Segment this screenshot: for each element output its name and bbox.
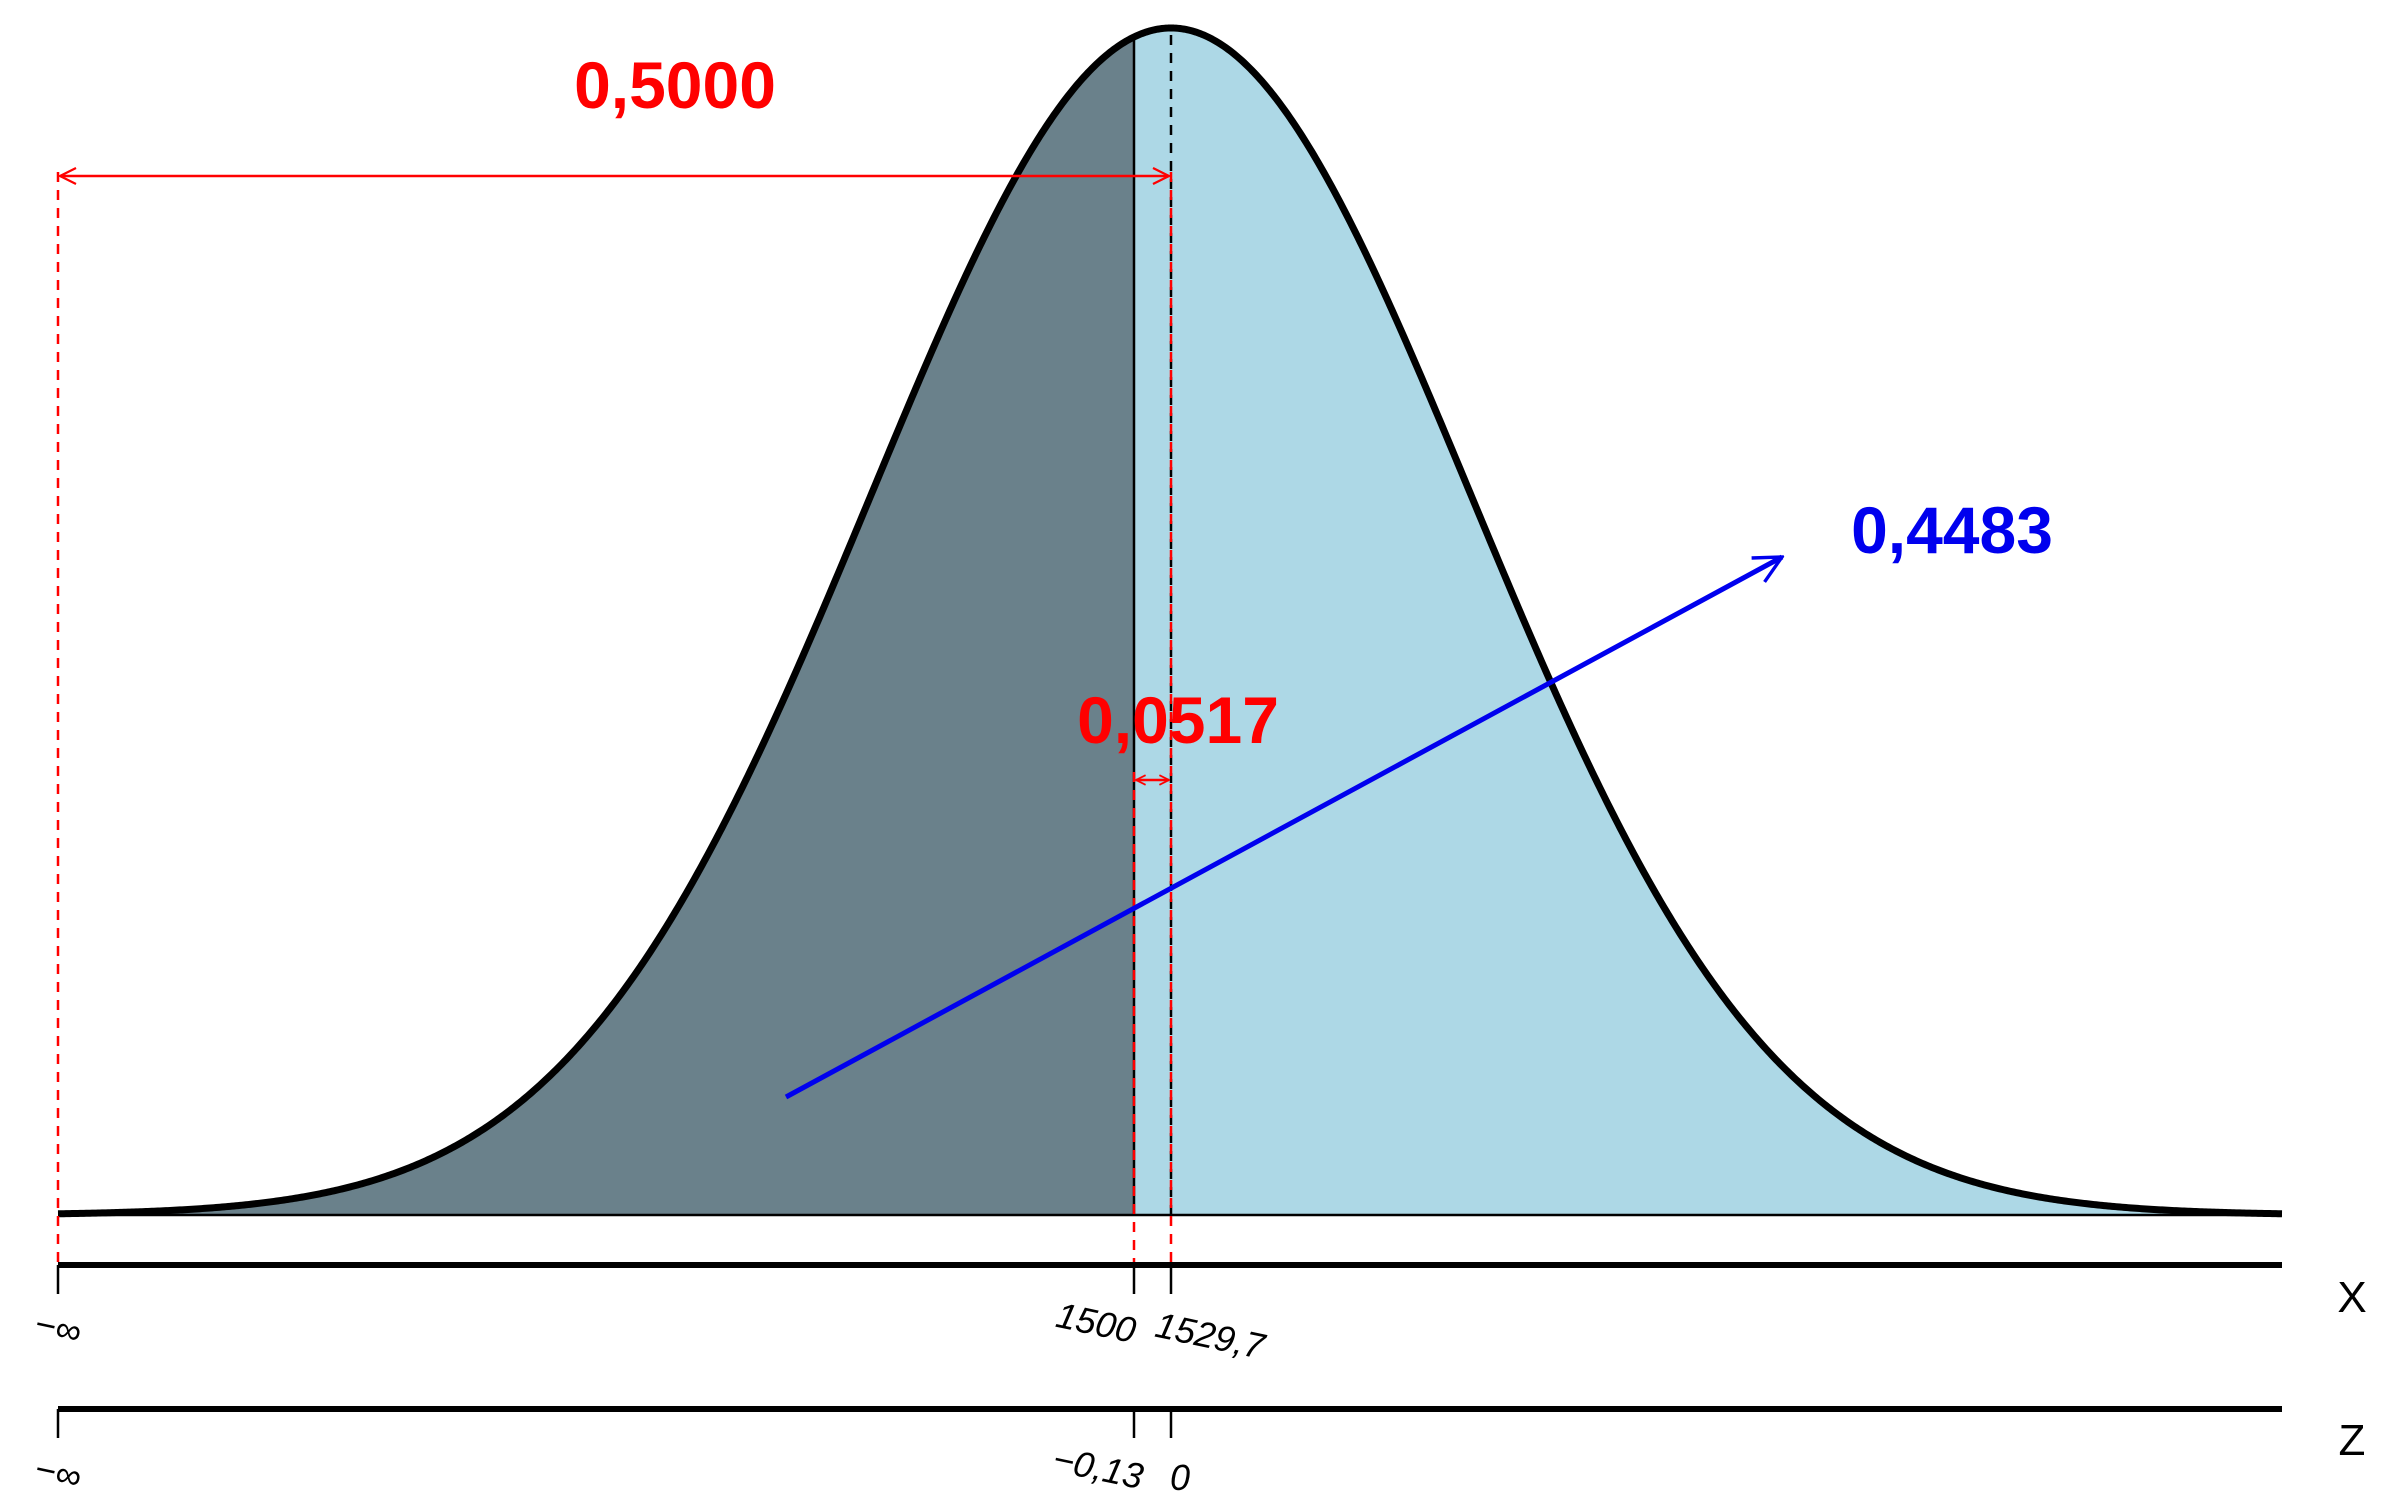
x-axis-name: X (2337, 1273, 2366, 1322)
x-tick-label-minus-infinity: −∞ (31, 1303, 85, 1353)
middle-probability-label: 0,0517 (1077, 683, 1279, 757)
left-probability-label: 0,5000 (574, 48, 776, 122)
right-probability-arrow (784, 554, 1782, 1100)
z-tick-label-minus-infinity: −∞ (31, 1448, 85, 1498)
z-tick-label-minus-0-13: −0,13 (1049, 1438, 1147, 1497)
right-area (1134, 28, 2282, 1215)
right-probability-label: 0,4483 (1851, 493, 2053, 567)
z-axis-name: Z (2339, 1416, 2366, 1465)
x-tick-label-1529-7: 1529,7 (1152, 1304, 1270, 1367)
left-tail-area (58, 36, 1134, 1216)
z-tick-label-0: 0 (1170, 1457, 1190, 1498)
x-tick-label-1500: 1500 (1053, 1294, 1140, 1351)
normal-curve (56, 24, 2284, 1218)
